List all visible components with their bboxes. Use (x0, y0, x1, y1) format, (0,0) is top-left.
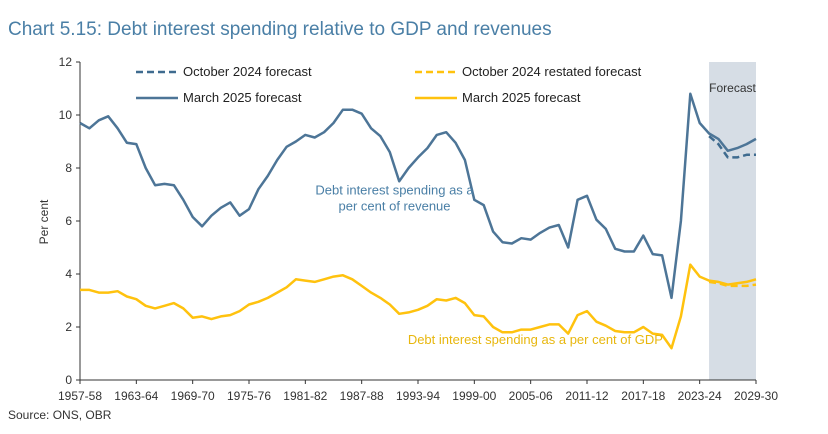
series-line-0 (708, 135, 756, 159)
y-tick-label: 2 (65, 320, 72, 334)
y-tick-label: 12 (59, 55, 73, 69)
legend-label-1: March 2025 forecast (183, 90, 302, 105)
y-axis: 0 2 4 6 8 10 12 (59, 55, 81, 387)
legend-label-2: October 2024 restated forecast (462, 64, 642, 79)
x-tick-label: 2005-06 (509, 389, 553, 403)
chart-title: Chart 5.15: Debt interest spending relat… (8, 19, 552, 40)
x-tick-label: 1981-82 (283, 389, 327, 403)
series-line-1 (79, 92, 757, 300)
annotation-0-line-0: Debt interest spending as a (315, 183, 474, 198)
x-tick-label: 2029-30 (734, 389, 778, 403)
x-tick-label: 1957-58 (58, 389, 102, 403)
forecast-region (709, 62, 756, 380)
y-tick-label: 8 (65, 161, 72, 175)
chart-source: Source: ONS, OBR (8, 408, 112, 422)
legend-label-3: March 2025 forecast (462, 90, 581, 105)
x-tick-label: 1993-94 (396, 389, 440, 403)
x-tick-label: 1963-64 (114, 389, 158, 403)
x-tick-label: 1987-88 (340, 389, 384, 403)
series-line-2 (708, 280, 757, 288)
y-axis-label: Per cent (37, 199, 51, 244)
y-tick-label: 10 (59, 108, 73, 122)
x-tick-label: 2011-12 (565, 389, 608, 403)
x-tick-label: 2017-18 (621, 389, 665, 403)
y-tick-label: 4 (65, 267, 72, 281)
annotation-0-line-1: per cent of revenue (339, 199, 451, 214)
x-tick-label: 1969-70 (171, 389, 215, 403)
legend-label-0: October 2024 forecast (183, 64, 312, 79)
series-line-3 (80, 263, 757, 350)
y-tick-label: 6 (65, 214, 72, 228)
x-axis: 1957-58 1963-64 1969-70 1975-76 1981-82 1987-… (58, 379, 778, 403)
forecast-label: Forecast (709, 81, 756, 95)
x-tick-label: 1975-76 (227, 389, 271, 403)
legend: October 2024 forecast March 2025 forecast… (136, 64, 642, 105)
annotation-1-line-0: Debt interest spending as a per cent of … (408, 332, 663, 347)
x-tick-label: 2023-24 (678, 389, 722, 403)
x-tick-label: 1999-00 (452, 389, 496, 403)
plot-area (79, 92, 757, 350)
y-tick-label: 0 (65, 373, 72, 387)
